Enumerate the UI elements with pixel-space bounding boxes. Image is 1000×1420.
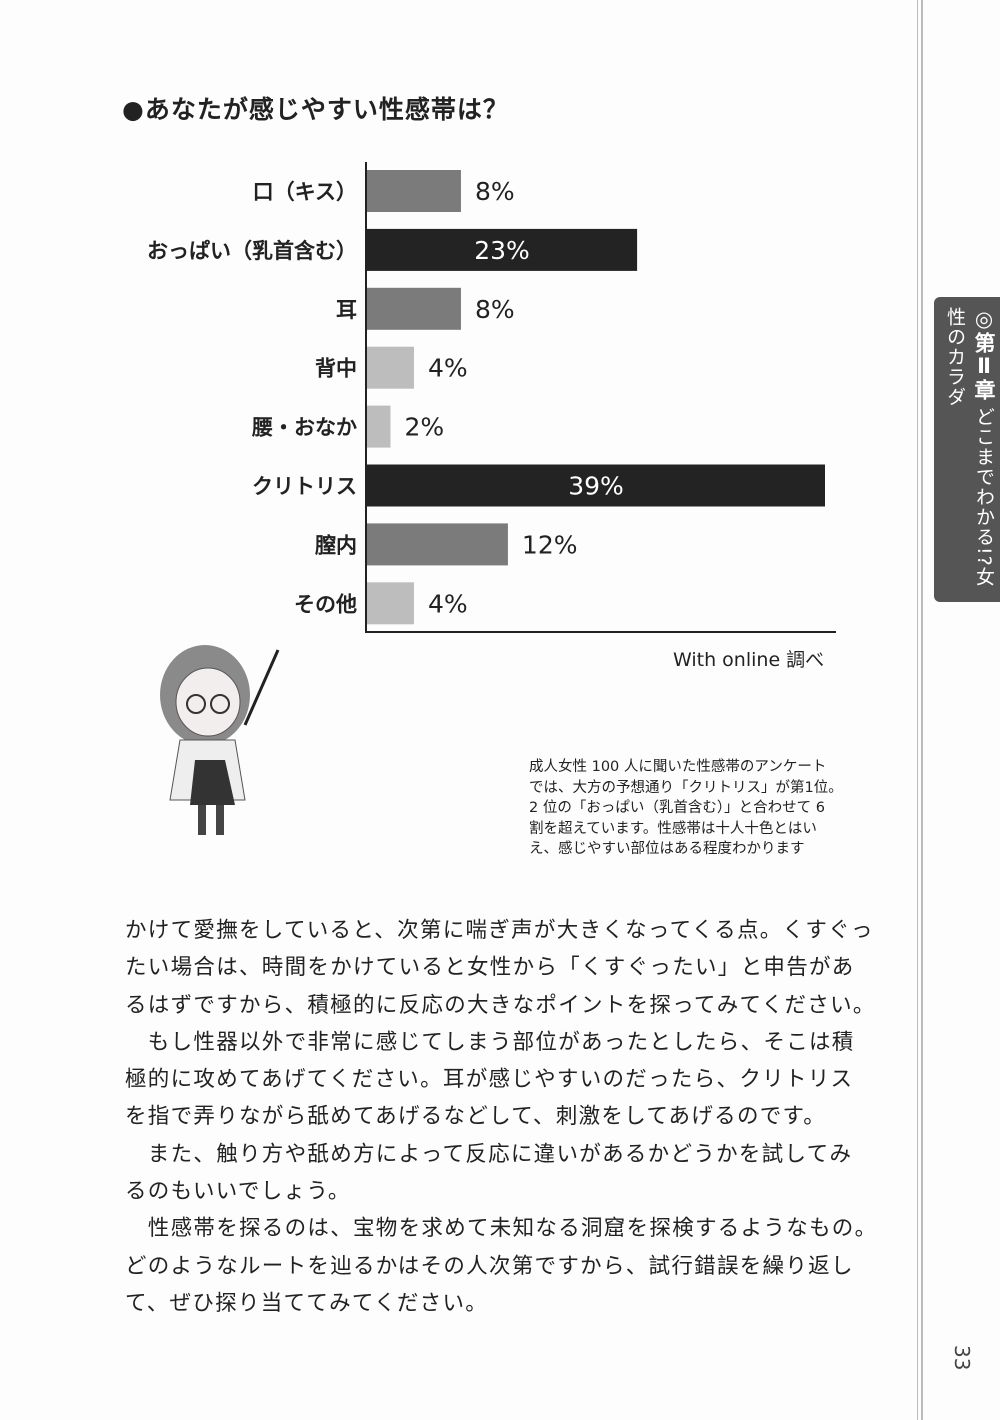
category-label: 膣内	[315, 533, 357, 557]
category-label: 背中	[315, 357, 357, 381]
chapter-subtitle: どこまでわかる!?女性のカラダ	[944, 307, 995, 587]
data-label: 4%	[428, 354, 468, 383]
chart-caption: 成人女性 100 人に聞いた性感帯のアンケート では、大方の予想通り「クリトリス」…	[529, 759, 843, 857]
data-label: 39%	[568, 472, 624, 501]
body-text: かけて愛撫をしていると、次第に喘ぎ声が大きくなってくる点。くすぐっ たい場合は、時…	[125, 918, 878, 1316]
data-label: 2%	[404, 413, 444, 442]
chart-title: ●あなたが感じやすい性感帯は？	[122, 95, 509, 124]
bar	[367, 523, 508, 566]
bar	[367, 170, 461, 212]
margin-line	[921, 0, 923, 1420]
data-label: 8%	[475, 177, 515, 206]
margin-line	[917, 0, 918, 1420]
data-label: 23%	[474, 236, 530, 265]
data-label: 12%	[522, 530, 578, 559]
chapter-number: 第Ⅱ章	[972, 332, 996, 401]
bar	[367, 346, 414, 389]
teacher-character-illustration	[160, 645, 280, 835]
bar-chart: 口（キス） 8% おっぱい（乳首含む） 23% 耳 8% 背中 4% 腰・おなか 2% クリトリス 3…	[147, 162, 836, 633]
bar	[367, 228, 638, 271]
category-label: おっぱい（乳首含む）	[147, 239, 357, 263]
page-number: 33	[950, 1345, 974, 1371]
bar	[367, 464, 825, 507]
category-label: クリトリス	[252, 475, 357, 499]
category-label: 口（キス）	[253, 180, 357, 204]
data-label: 4%	[428, 589, 468, 618]
chapter-tab: ◎第Ⅱ章どこまでわかる!?女性のカラダ	[934, 297, 1000, 602]
data-label: 8%	[475, 295, 515, 324]
bar	[367, 582, 414, 625]
chapter-mark: ◎	[972, 307, 996, 332]
category-label: 耳	[336, 298, 357, 322]
bar	[367, 405, 391, 448]
category-label: その他	[294, 592, 357, 616]
bar	[367, 287, 461, 330]
category-label: 腰・おなか	[251, 416, 357, 440]
chart-source: With online 調べ	[673, 649, 825, 671]
